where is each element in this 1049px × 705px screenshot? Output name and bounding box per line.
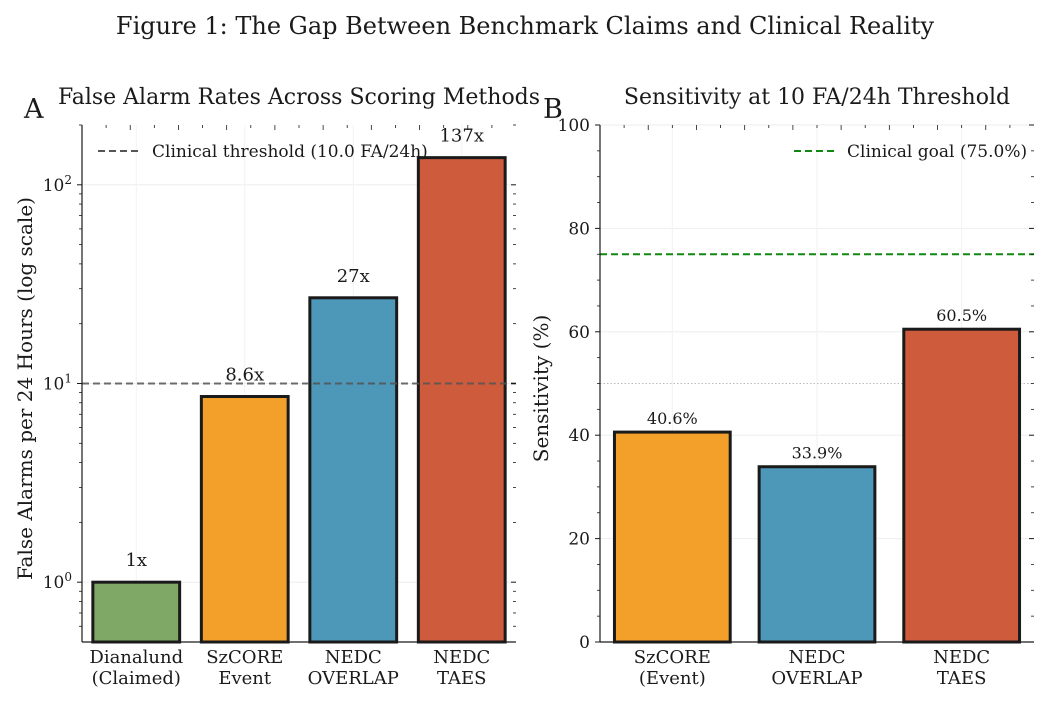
panel-title: Sensitivity at 10 FA/24h Threshold [624,85,1010,110]
bar-value-label: 1x [125,550,147,571]
y-tick-label: 100 [558,116,590,136]
bar-3 [902,327,1022,644]
y-tick-label: 100 [43,570,72,593]
bar-value-label: 8.6x [225,365,264,386]
legend-label: Clinical goal (75.0%) [847,142,1027,162]
y-tick-label: 101 [43,372,72,395]
y-tick-label: 102 [43,173,72,196]
panel-letter: A [23,94,44,125]
x-tick-label: (Event) [639,668,706,689]
x-tick-label: NEDC [433,647,490,668]
x-tick-label: (Claimed) [92,668,181,689]
bar-value-label: 137x [439,126,484,147]
x-tick-label: Event [218,668,272,689]
legend-label: Clinical threshold (10.0 FA/24h) [152,142,428,162]
bar-1 [91,580,182,644]
y-tick-label: 20 [568,530,590,550]
bar-value-label: 40.6% [647,409,698,428]
x-tick-label: TAES [937,668,987,689]
bar-2 [757,465,877,644]
x-tick-label: NEDC [325,647,382,668]
y-axis-label: False Alarms per 24 Hours (log scale) [13,197,37,580]
y-tick-label: 80 [568,219,590,239]
y-axis-label: Sensitivity (%) [529,315,553,463]
x-tick-label: TAES [437,668,487,689]
x-tick-label: OVERLAP [308,668,399,689]
x-tick-label: SzCORE [634,647,711,668]
bar-value-label: 60.5% [936,306,987,325]
x-tick-label: Dianalund [89,647,183,668]
x-tick-label: OVERLAP [771,668,862,689]
bar-2 [199,395,290,644]
x-tick-label: NEDC [788,647,845,668]
panel-b-chart: B Sensitivity at 10 FA/24h Threshold 40.6%… [529,85,1034,689]
bar-1 [612,430,732,644]
bar-3 [308,296,399,644]
y-tick-label: 0 [579,633,590,653]
bar-4 [416,156,507,644]
panel-letter: B [543,94,563,125]
bar-value-label: 33.9% [792,444,843,463]
bar-value-label: 27x [337,266,370,287]
x-tick-label: NEDC [933,647,990,668]
panel-a-chart: A False Alarm Rates Across Scoring Method… [13,85,540,689]
figure-title: Figure 1: The Gap Between Benchmark Clai… [116,12,935,40]
y-tick-label: 40 [568,426,590,446]
y-tick-label: 60 [568,323,590,343]
panel-title: False Alarm Rates Across Scoring Methods [58,85,540,110]
x-tick-label: SzCORE [206,647,283,668]
